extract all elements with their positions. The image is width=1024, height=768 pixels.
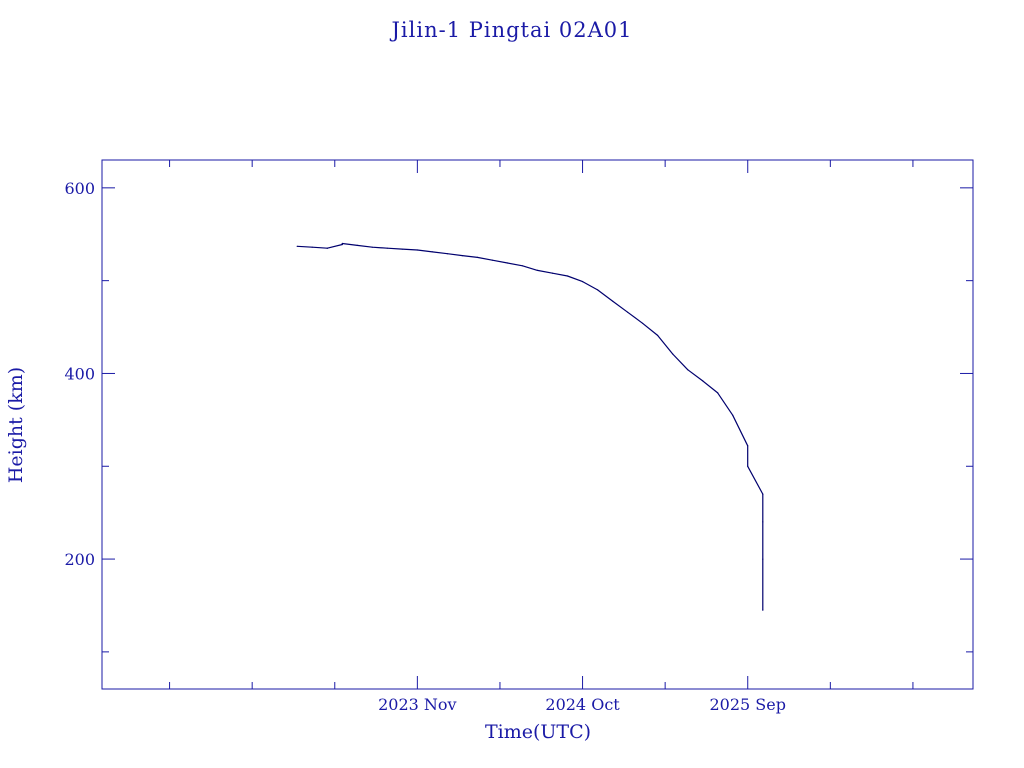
data-point: [446, 253, 448, 255]
y-tick-label: 200: [64, 550, 95, 569]
x-axis-label: Time(UTC): [485, 721, 591, 743]
data-point: [642, 322, 644, 324]
y-tick-label: 400: [64, 364, 95, 383]
data-point: [627, 311, 629, 313]
data-point: [416, 249, 418, 251]
data-point: [401, 248, 403, 250]
data-point: [672, 353, 674, 355]
data-point: [371, 246, 373, 248]
x-tick-label: 2024 Oct: [545, 695, 620, 714]
data-point: [597, 289, 599, 291]
data-point: [326, 247, 328, 249]
data-point: [702, 380, 704, 382]
data-point: [356, 244, 358, 246]
data-point: [386, 247, 388, 249]
data-point: [762, 609, 764, 611]
data-point: [687, 369, 689, 371]
data-point: [431, 251, 433, 253]
data-point: [551, 272, 554, 274]
chart-title: Jilin-1 Pingtai 02A01: [390, 18, 633, 42]
data-point: [536, 269, 539, 271]
plot-frame: [101, 159, 974, 690]
y-tick-label: 600: [64, 179, 95, 198]
data-point: [747, 445, 749, 447]
data-point: [747, 465, 749, 467]
series-line: [297, 242, 764, 611]
x-tick-label: 2025 Sep: [709, 695, 785, 714]
data-point: [296, 245, 298, 247]
data-point: [491, 259, 493, 261]
x-tick-label: 2023 Nov: [378, 695, 456, 714]
data-point: [476, 256, 478, 258]
data-point: [612, 300, 614, 302]
data-point: [762, 521, 764, 523]
data-point: [732, 414, 734, 416]
data-point: [461, 255, 463, 257]
data-point: [566, 275, 569, 277]
x-axis: 2023 Nov 2024 Oct 2025 Sep: [169, 160, 914, 714]
data-point: [762, 493, 764, 495]
data-point: [657, 334, 659, 336]
data-point: [341, 242, 343, 245]
data-point: [311, 246, 313, 248]
y-axis: 200 400 600: [64, 179, 973, 653]
data-point: [506, 262, 509, 264]
data-point: [582, 281, 584, 283]
data-point: [717, 392, 719, 394]
series-group: [296, 242, 764, 611]
y-axis-label: Height (km): [5, 367, 27, 483]
data-point: [341, 243, 343, 246]
data-point: [762, 558, 764, 560]
data-point: [521, 265, 524, 267]
